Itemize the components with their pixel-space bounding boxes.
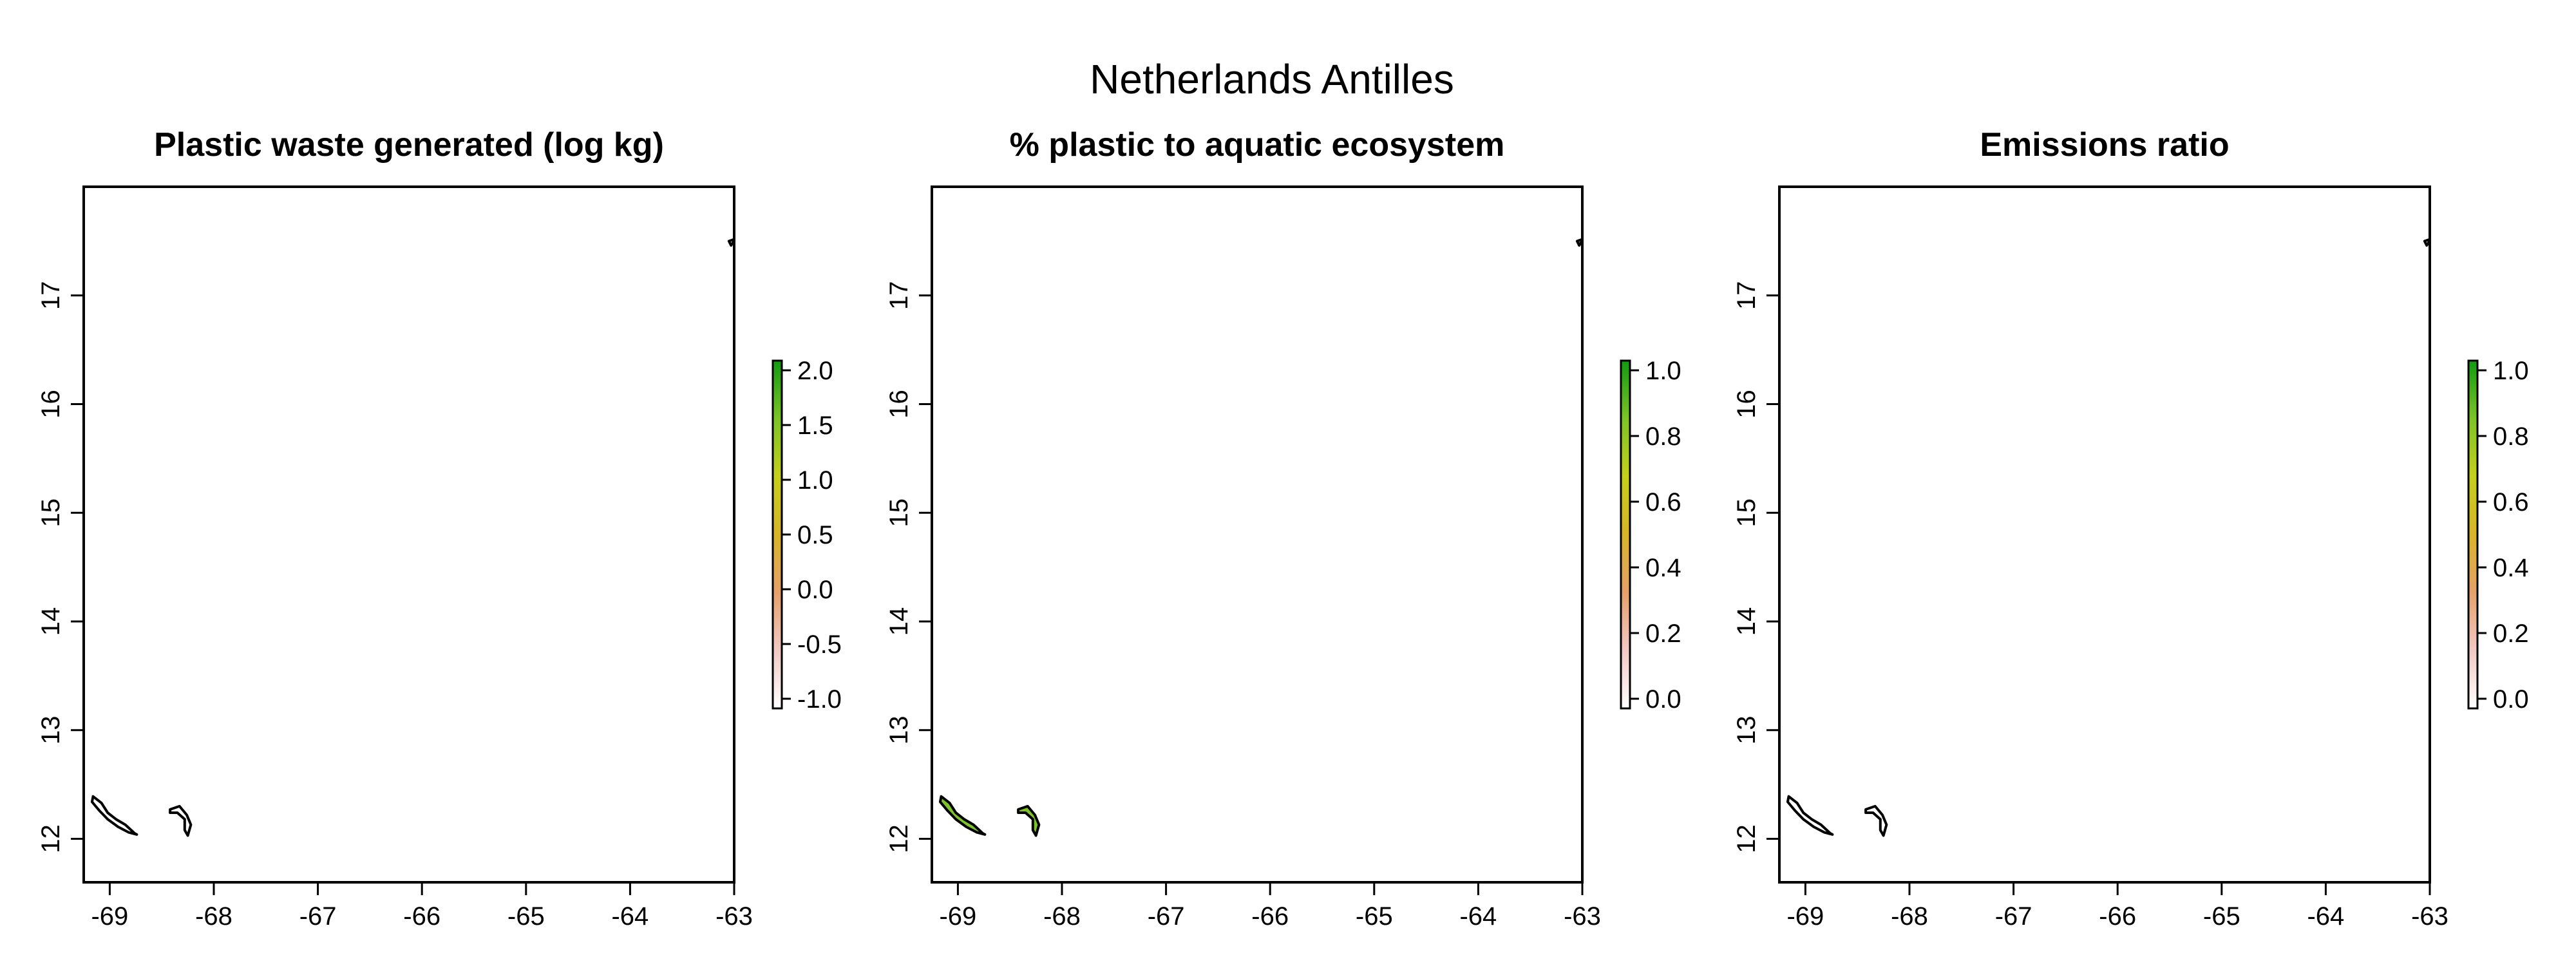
y-tick-label: 12 bbox=[1732, 824, 1761, 853]
colorbar-bar bbox=[1620, 359, 1631, 710]
island-saba bbox=[2423, 238, 2430, 247]
colorbar: 2.0 1.5 1.0 0.5 0.0 -0.5 -1.0 bbox=[772, 357, 842, 714]
colorbar-tick-label: 0.4 bbox=[1645, 554, 1681, 582]
colorbar-tick-label: 0.8 bbox=[2493, 422, 2529, 451]
x-axis: -69 -68 -67 -66 -65 -64 -63 bbox=[91, 882, 753, 931]
coastlines bbox=[938, 238, 1582, 837]
x-tick-label: -67 bbox=[1148, 902, 1185, 931]
x-tick-label: -67 bbox=[299, 902, 337, 931]
figure-title: Netherlands Antilles bbox=[1090, 56, 1454, 102]
colorbar-tick-label: 1.5 bbox=[797, 412, 833, 440]
island-bonaire bbox=[169, 804, 193, 837]
y-tick-label: 13 bbox=[1732, 716, 1761, 745]
y-tick-label: 17 bbox=[885, 281, 913, 310]
x-tick-label: -66 bbox=[403, 902, 440, 931]
x-tick-label: -66 bbox=[1251, 902, 1289, 931]
colorbar: 1.0 0.8 0.6 0.4 0.2 0.0 bbox=[1620, 357, 1681, 714]
colorbar-tick-label: 0.2 bbox=[2493, 620, 2529, 648]
y-tick-label: 14 bbox=[1732, 607, 1761, 636]
y-tick-label: 14 bbox=[37, 607, 65, 636]
y-tick-label: 12 bbox=[37, 824, 65, 853]
x-axis: -69 -68 -67 -66 -65 -64 -63 bbox=[1786, 882, 2448, 931]
panel-title: Emissions ratio bbox=[1980, 126, 2229, 164]
plot-frame bbox=[1778, 185, 2431, 884]
panel-title: % plastic to aquatic ecosystem bbox=[1010, 126, 1505, 164]
island-saba bbox=[1575, 238, 1582, 247]
x-tick-label: -67 bbox=[1995, 902, 2032, 931]
y-tick-label: 17 bbox=[1732, 281, 1761, 310]
panels: Plastic waste generated (log kg)-69 -68 -6… bbox=[37, 126, 2529, 931]
panel-title: Plastic waste generated (log kg) bbox=[154, 126, 664, 164]
island-bonaire bbox=[1017, 804, 1041, 837]
colorbar-tick-label: 0.6 bbox=[1645, 488, 1681, 516]
x-tick-label: -65 bbox=[1356, 902, 1393, 931]
coastlines bbox=[1786, 238, 2430, 837]
colorbar-tick-label: 0.5 bbox=[797, 521, 833, 549]
x-tick-label: -63 bbox=[715, 902, 753, 931]
colorbar-tick-label: 0.0 bbox=[1645, 685, 1681, 714]
colorbar-tick-label: -1.0 bbox=[797, 685, 842, 714]
island-curacao bbox=[938, 795, 987, 836]
colorbar-tick-label: 0.2 bbox=[1645, 620, 1681, 648]
y-tick-label: 14 bbox=[885, 607, 913, 636]
colorbar-tick-label: 0.0 bbox=[2493, 685, 2529, 714]
coastlines bbox=[90, 238, 734, 837]
map-panel-2: % plastic to aquatic ecosystem-69 -68 -67-… bbox=[885, 126, 1681, 931]
y-axis: 17 16 15 14 13 12 bbox=[1732, 281, 1779, 853]
y-tick-label: 16 bbox=[885, 390, 913, 419]
map-panel-1: Plastic waste generated (log kg)-69 -68 -6… bbox=[37, 126, 842, 931]
y-tick-label: 15 bbox=[1732, 498, 1761, 527]
colorbar-tick-label: 0.6 bbox=[2493, 488, 2529, 516]
island-bonaire bbox=[1864, 804, 1888, 837]
x-tick-label: -66 bbox=[2099, 902, 2136, 931]
y-tick-label: 16 bbox=[37, 390, 65, 419]
x-tick-label: -68 bbox=[1043, 902, 1081, 931]
x-tick-label: -64 bbox=[611, 902, 649, 931]
x-tick-label: -68 bbox=[1891, 902, 1928, 931]
plot-frame bbox=[82, 185, 735, 884]
x-tick-label: -69 bbox=[1786, 902, 1824, 931]
y-tick-label: 13 bbox=[885, 716, 913, 745]
y-tick-label: 16 bbox=[1732, 390, 1761, 419]
x-tick-label: -65 bbox=[2203, 902, 2240, 931]
x-tick-label: -65 bbox=[507, 902, 545, 931]
island-curacao bbox=[1786, 795, 1834, 836]
x-tick-label: -63 bbox=[1564, 902, 1601, 931]
colorbar: 1.0 0.8 0.6 0.4 0.2 0.0 bbox=[2467, 357, 2529, 714]
y-tick-label: 12 bbox=[885, 824, 913, 853]
x-tick-label: -64 bbox=[2307, 902, 2344, 931]
colorbar-bar bbox=[772, 359, 783, 710]
colorbar-tick-label: 2.0 bbox=[797, 357, 833, 385]
y-axis: 17 16 15 14 13 12 bbox=[885, 281, 932, 853]
colorbar-tick-label: 0.4 bbox=[2493, 554, 2529, 582]
colorbar-tick-label: 1.0 bbox=[797, 466, 833, 495]
colorbar-tick-label: 0.8 bbox=[1645, 422, 1681, 451]
colorbar-tick-label: -0.5 bbox=[797, 630, 842, 659]
y-tick-label: 17 bbox=[37, 281, 65, 310]
x-tick-label: -64 bbox=[1459, 902, 1497, 931]
island-saba bbox=[727, 238, 734, 247]
x-tick-label: -63 bbox=[2411, 902, 2448, 931]
island-curacao bbox=[90, 795, 138, 836]
y-tick-label: 15 bbox=[885, 498, 913, 527]
colorbar-tick-label: 0.0 bbox=[797, 576, 833, 604]
colorbar-tick-label: 1.0 bbox=[1645, 357, 1681, 385]
y-tick-label: 13 bbox=[37, 716, 65, 745]
plot-frame bbox=[931, 185, 1584, 884]
y-tick-label: 15 bbox=[37, 498, 65, 527]
map-panel-3: Emissions ratio -69 -68 -67 -66 -65 -64 -63 17 16… bbox=[1732, 126, 2529, 931]
x-tick-label: -69 bbox=[939, 902, 976, 931]
y-axis: 17 16 15 14 13 12 bbox=[37, 281, 84, 853]
x-axis: -69 -68 -67 -66 -65 -64 -63 bbox=[939, 882, 1601, 931]
x-tick-label: -68 bbox=[195, 902, 232, 931]
colorbar-bar bbox=[2467, 359, 2479, 710]
colorbar-tick-label: 1.0 bbox=[2493, 357, 2529, 385]
x-tick-label: -69 bbox=[91, 902, 128, 931]
